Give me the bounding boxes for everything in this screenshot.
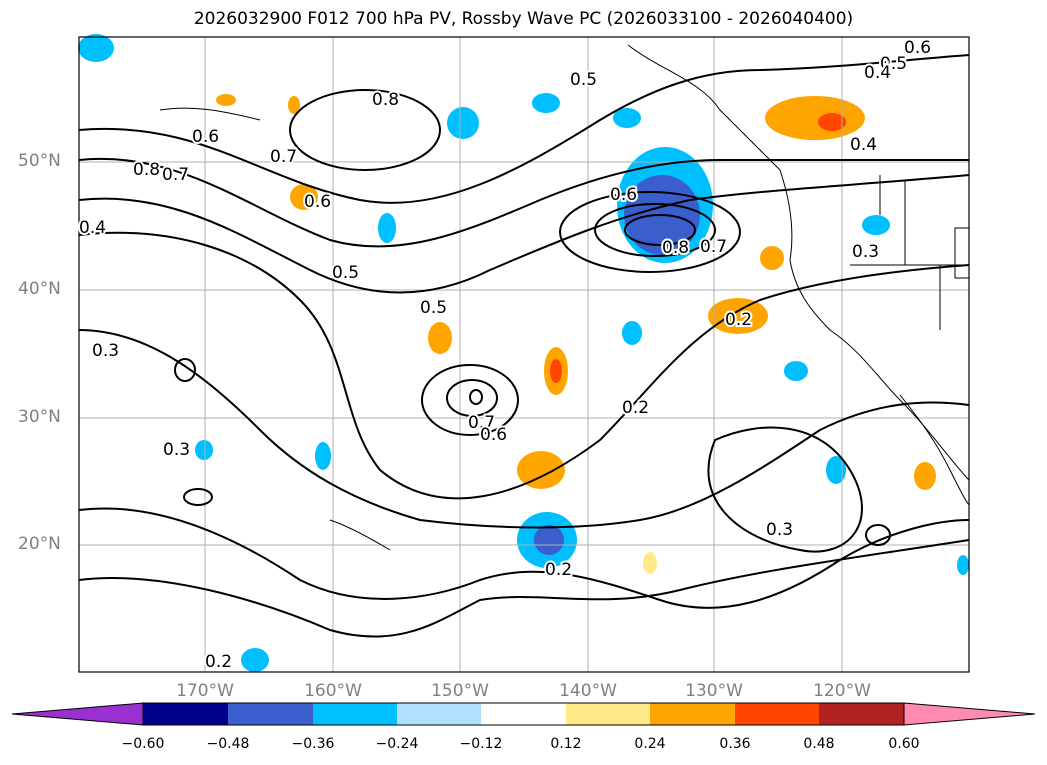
contour-label: 0.2 <box>725 310 752 330</box>
lat-label-20n: 20°N <box>18 534 61 554</box>
negative-anomaly <box>613 108 641 128</box>
contour-label: 0.6 <box>192 127 219 147</box>
lat-label-50n: 50°N <box>18 151 61 171</box>
lon-label-170w: 170°W <box>176 681 234 701</box>
colorbar-tick: −0.36 <box>291 736 335 752</box>
positive-anomaly <box>914 462 936 490</box>
colorbar-bin <box>819 703 904 725</box>
negative-anomaly <box>241 648 269 672</box>
negative-anomaly <box>315 442 331 470</box>
positive-anomaly <box>550 359 562 383</box>
colorbar-tick: 0.60 <box>888 736 920 752</box>
contour-label: 0.6 <box>610 185 637 205</box>
colorbar-bin <box>313 703 397 725</box>
colorbar-extend-high <box>903 702 1036 726</box>
colorbar-frame <box>142 702 905 726</box>
colorbar-bin <box>228 703 313 725</box>
colorbar-bin <box>397 703 481 725</box>
colorbar-bin <box>650 703 735 725</box>
contour-label: 0.5 <box>570 70 597 90</box>
contour-label: 0.2 <box>205 652 232 672</box>
colorbar <box>11 702 1036 726</box>
pc-shading <box>78 34 969 672</box>
positive-anomaly <box>290 184 318 210</box>
contour-label: 0.5 <box>420 298 447 318</box>
pv-contours <box>78 54 970 638</box>
gridlines <box>79 37 969 672</box>
positive-anomaly <box>760 246 784 270</box>
contour-label: 0.3 <box>766 520 793 540</box>
contour-label: 0.3 <box>163 440 190 460</box>
colorbar-tick: −0.48 <box>206 736 250 752</box>
negative-anomaly <box>826 456 846 484</box>
contour-label: 0.6 <box>480 425 507 445</box>
lat-label-40n: 40°N <box>18 279 61 299</box>
contour-label: 0.5 <box>332 263 359 283</box>
colorbar-tick: 0.48 <box>803 736 835 752</box>
positive-anomaly <box>288 96 300 114</box>
negative-anomaly <box>447 107 479 139</box>
lon-label-140w: 140°W <box>559 681 617 701</box>
map-frame <box>78 36 970 673</box>
negative-anomaly <box>622 321 642 345</box>
map-title: 2026032900 F012 700 hPa PV, Rossby Wave … <box>193 9 854 29</box>
colorbar-bin <box>143 703 228 725</box>
negative-anomaly <box>78 34 114 62</box>
lat-label-30n: 30°N <box>18 407 61 427</box>
colorbar-tick: −0.12 <box>459 736 503 752</box>
negative-anomaly <box>378 213 396 243</box>
positive-anomaly <box>428 322 452 354</box>
colorbar-extend-low <box>11 702 144 726</box>
positive-anomaly <box>765 96 865 140</box>
colorbar-bin <box>735 703 819 725</box>
lon-label-120w: 120°W <box>813 681 871 701</box>
contour-label: 0.6 <box>904 38 931 58</box>
lon-label-160w: 160°W <box>304 681 362 701</box>
colorbar-tick: 0.24 <box>634 736 666 752</box>
colorbar-tick: −0.24 <box>375 736 419 752</box>
colorbar-tick: −0.60 <box>121 736 165 752</box>
lon-label-130w: 130°W <box>685 681 743 701</box>
negative-anomaly <box>957 555 969 575</box>
colorbar-tick: 0.12 <box>550 736 582 752</box>
colorbar-bin <box>481 703 566 725</box>
contour-label: 0.7 <box>270 147 297 167</box>
positive-anomaly <box>818 113 846 131</box>
contour-labels: 0.6 0.5 0.4 0.8 0.6 0.8 0.7 0.7 0.6 0.4 … <box>77 36 933 674</box>
contour-label: 0.8 <box>133 160 160 180</box>
colorbar-tick: 0.36 <box>719 736 751 752</box>
contour-label: 0.3 <box>852 242 879 262</box>
positive-anomaly <box>708 298 768 334</box>
contour-label: 0.7 <box>468 413 495 433</box>
contour-label: 0.8 <box>662 238 689 258</box>
contour-label: 0.8 <box>372 90 399 110</box>
negative-anomaly <box>534 525 564 555</box>
coastlines <box>159 44 970 551</box>
positive-anomaly <box>517 451 565 489</box>
contour-label: 0.4 <box>864 63 891 83</box>
positive-anomaly <box>216 94 236 106</box>
negative-anomaly <box>195 440 213 460</box>
contour-label: 0.3 <box>92 341 119 361</box>
contour-label: 0.2 <box>622 398 649 418</box>
positive-anomaly <box>643 552 657 574</box>
contour-label: 0.6 <box>304 192 331 212</box>
contour-label: 0.2 <box>545 560 572 580</box>
contour-label: 0.5 <box>880 54 907 74</box>
negative-anomaly <box>784 361 808 381</box>
contour-label: 0.7 <box>162 165 189 185</box>
lon-label-150w: 150°W <box>431 681 489 701</box>
negative-anomaly <box>862 215 890 235</box>
contour-label: 0.4 <box>850 135 877 155</box>
contour-label: 0.7 <box>700 237 727 257</box>
colorbar-bin <box>566 703 650 725</box>
contour-label: 0.4 <box>79 218 106 238</box>
negative-anomaly <box>532 93 560 113</box>
